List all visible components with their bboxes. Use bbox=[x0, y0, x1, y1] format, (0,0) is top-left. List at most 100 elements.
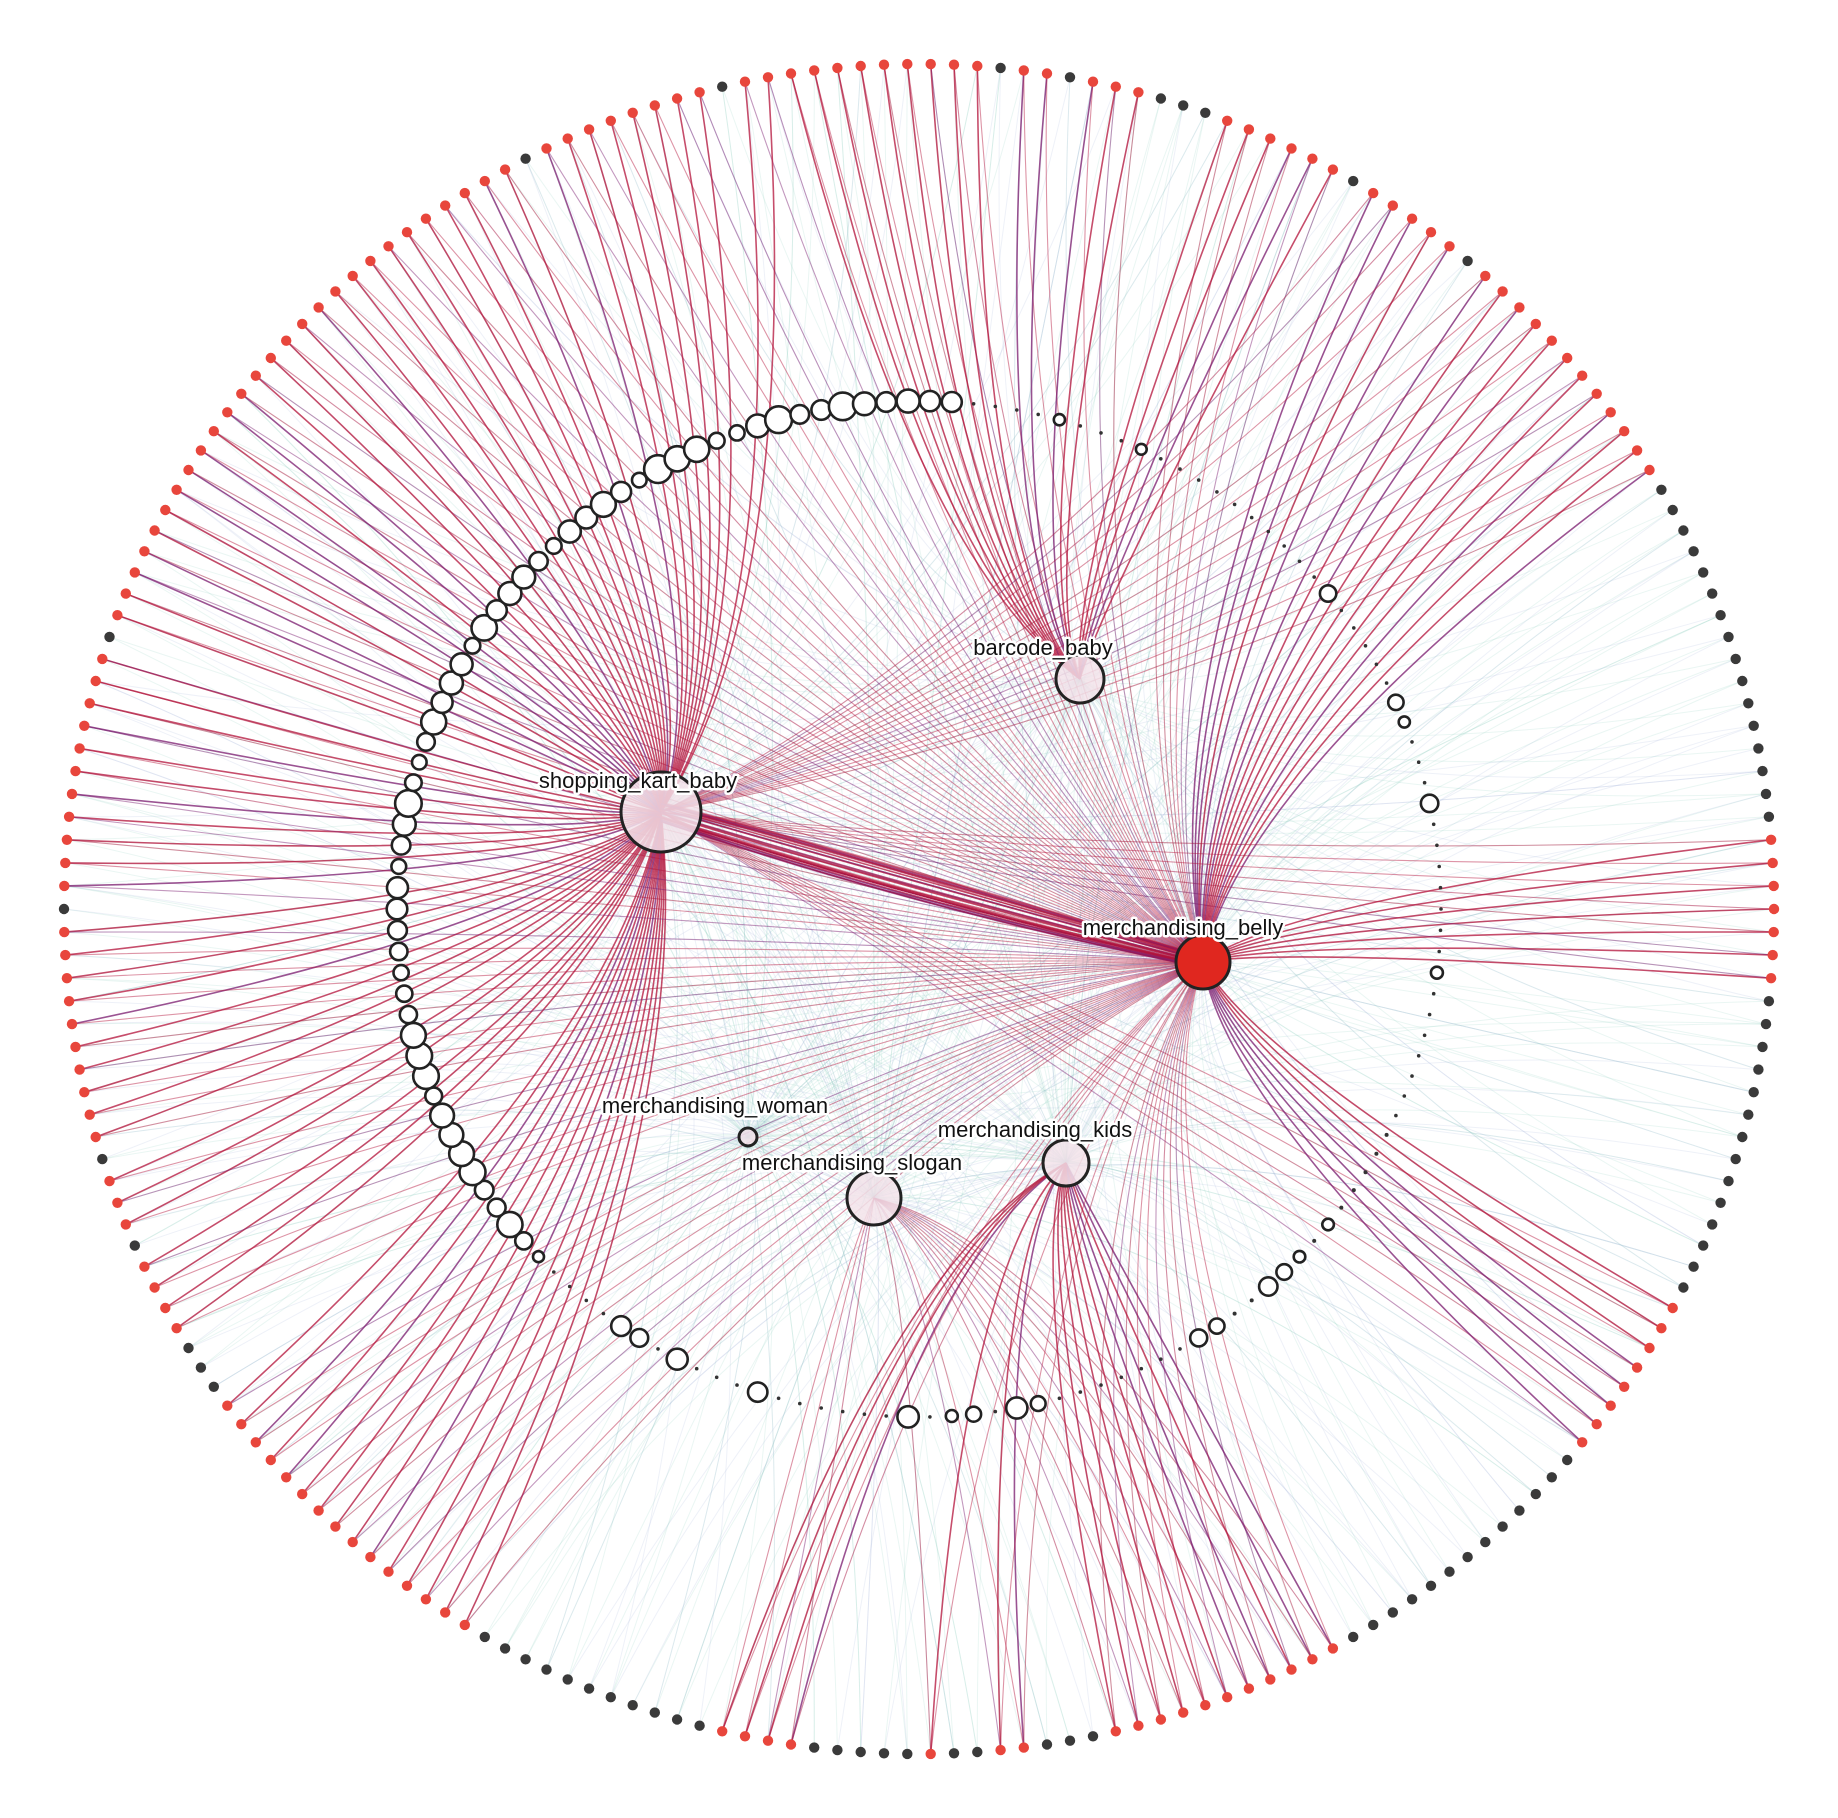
ring-node[interactable] bbox=[390, 834, 412, 856]
leaf-node-inactive[interactable] bbox=[948, 1748, 960, 1759]
ring-node[interactable] bbox=[964, 1405, 983, 1423]
leaf-node-active[interactable] bbox=[785, 68, 797, 79]
ring-node[interactable] bbox=[1275, 1262, 1294, 1282]
ring-node[interactable] bbox=[993, 1409, 998, 1414]
leaf-node-active[interactable] bbox=[59, 926, 70, 938]
leaf-node-active[interactable] bbox=[1155, 1714, 1167, 1725]
leaf-node-inactive[interactable] bbox=[1368, 1619, 1379, 1631]
ring-node[interactable] bbox=[1282, 544, 1286, 548]
leaf-node-inactive[interactable] bbox=[183, 1342, 194, 1354]
leaf-node-active[interactable] bbox=[1497, 286, 1508, 297]
leaf-node-inactive[interactable] bbox=[1760, 1018, 1772, 1030]
ring-node[interactable] bbox=[1078, 1390, 1083, 1394]
leaf-node-inactive[interactable] bbox=[902, 1748, 913, 1760]
leaf-node-active[interactable] bbox=[1327, 164, 1339, 175]
ring-node[interactable] bbox=[665, 1347, 690, 1371]
ring-node[interactable] bbox=[390, 857, 408, 876]
ring-node[interactable] bbox=[497, 580, 523, 607]
leaf-node-inactive[interactable] bbox=[479, 1631, 490, 1643]
ring-node[interactable] bbox=[1363, 1170, 1368, 1175]
ring-node[interactable] bbox=[385, 875, 410, 900]
leaf-node-active[interactable] bbox=[1265, 133, 1276, 144]
leaf-node-inactive[interactable] bbox=[1178, 100, 1189, 111]
leaf-node-active[interactable] bbox=[265, 352, 276, 364]
leaf-node-inactive[interactable] bbox=[1678, 525, 1689, 536]
ring-node[interactable] bbox=[388, 941, 409, 962]
leaf-node-inactive[interactable] bbox=[1562, 1454, 1573, 1466]
ring-node[interactable] bbox=[971, 402, 976, 406]
leaf-node-active[interactable] bbox=[79, 720, 90, 731]
leaf-node-active[interactable] bbox=[250, 370, 261, 381]
leaf-node-active[interactable] bbox=[347, 1536, 358, 1548]
ring-node[interactable] bbox=[1435, 843, 1439, 848]
leaf-node-inactive[interactable] bbox=[1087, 1731, 1099, 1742]
ring-node[interactable] bbox=[1416, 760, 1421, 764]
leaf-node-inactive[interactable] bbox=[1462, 255, 1473, 267]
leaf-node-active[interactable] bbox=[499, 164, 511, 175]
hub-node-merchandising-slogan[interactable] bbox=[845, 1169, 903, 1227]
leaf-node-active[interactable] bbox=[1767, 949, 1778, 961]
ring-node[interactable] bbox=[1438, 928, 1443, 933]
leaf-node-active[interactable] bbox=[347, 270, 358, 282]
ring-node[interactable] bbox=[1352, 626, 1356, 630]
leaf-node-active[interactable] bbox=[1480, 270, 1491, 282]
leaf-node-active[interactable] bbox=[739, 76, 751, 87]
ring-node[interactable] bbox=[438, 670, 465, 696]
ring-node[interactable] bbox=[1292, 1249, 1307, 1264]
ring-node[interactable] bbox=[1249, 515, 1254, 520]
leaf-node-active[interactable] bbox=[120, 1219, 131, 1230]
ring-node[interactable] bbox=[862, 1412, 867, 1416]
leaf-node-active[interactable] bbox=[160, 1302, 171, 1314]
ring-node[interactable] bbox=[424, 1086, 444, 1106]
leaf-node-active[interactable] bbox=[420, 1594, 432, 1605]
ring-node[interactable] bbox=[1119, 438, 1124, 443]
leaf-node-active[interactable] bbox=[925, 58, 936, 70]
ring-node[interactable] bbox=[1439, 907, 1443, 911]
leaf-node-active[interactable] bbox=[649, 100, 660, 111]
ring-node[interactable] bbox=[589, 490, 618, 519]
leaf-node-active[interactable] bbox=[832, 62, 843, 74]
ring-node[interactable] bbox=[1266, 529, 1271, 534]
ring-node[interactable] bbox=[1384, 681, 1389, 685]
leaf-node-active[interactable] bbox=[925, 1748, 936, 1760]
leaf-node-inactive[interactable] bbox=[1497, 1521, 1508, 1532]
leaf-node-active[interactable] bbox=[112, 610, 123, 621]
ring-node[interactable] bbox=[584, 1298, 589, 1303]
leaf-node-inactive[interactable] bbox=[499, 1643, 511, 1654]
leaf-node-active[interactable] bbox=[171, 484, 182, 495]
ring-node[interactable] bbox=[1384, 1132, 1389, 1137]
ring-node[interactable] bbox=[1374, 662, 1379, 667]
ring-node[interactable] bbox=[1422, 1033, 1427, 1038]
ring-node[interactable] bbox=[1416, 1054, 1421, 1058]
leaf-node-active[interactable] bbox=[1562, 352, 1573, 364]
leaf-node-inactive[interactable] bbox=[58, 903, 70, 915]
ring-node[interactable] bbox=[1312, 1238, 1317, 1243]
ring-node[interactable] bbox=[851, 391, 878, 417]
leaf-node-active[interactable] bbox=[762, 72, 774, 83]
leaf-node-inactive[interactable] bbox=[1530, 1488, 1542, 1500]
ring-node[interactable] bbox=[609, 1314, 633, 1338]
ring-node[interactable] bbox=[763, 405, 794, 435]
leaf-node-active[interactable] bbox=[1631, 1362, 1643, 1373]
leaf-node-active[interactable] bbox=[1768, 880, 1779, 892]
leaf-node-active[interactable] bbox=[627, 107, 638, 119]
leaf-node-active[interactable] bbox=[1619, 426, 1630, 437]
ring-node[interactable] bbox=[840, 1409, 845, 1414]
leaf-node-active[interactable] bbox=[902, 58, 913, 70]
ring-node[interactable] bbox=[394, 984, 414, 1004]
ring-node[interactable] bbox=[1188, 1328, 1209, 1348]
leaf-node-active[interactable] bbox=[1514, 302, 1525, 313]
leaf-node-inactive[interactable] bbox=[1737, 1131, 1748, 1143]
ring-node[interactable] bbox=[875, 390, 898, 414]
leaf-node-inactive[interactable] bbox=[671, 1714, 683, 1725]
leaf-node-active[interactable] bbox=[60, 857, 71, 869]
leaf-node-inactive[interactable] bbox=[1730, 653, 1741, 665]
leaf-node-active[interactable] bbox=[401, 227, 413, 238]
leaf-node-active[interactable] bbox=[120, 588, 131, 599]
leaf-node-active[interactable] bbox=[1765, 973, 1777, 984]
leaf-node-inactive[interactable] bbox=[605, 1692, 616, 1703]
leaf-node-active[interactable] bbox=[1768, 926, 1779, 938]
ring-node[interactable] bbox=[463, 636, 482, 655]
leaf-node-active[interactable] bbox=[1087, 76, 1099, 87]
ring-node[interactable] bbox=[776, 1396, 781, 1401]
